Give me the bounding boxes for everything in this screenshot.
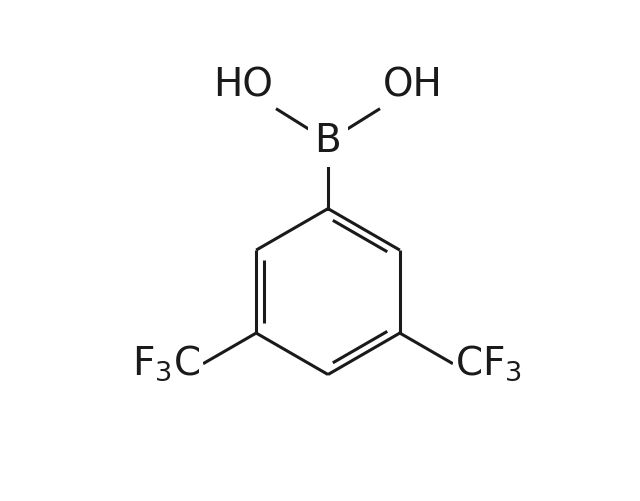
Text: $\mathsf{CF_3}$: $\mathsf{CF_3}$	[456, 343, 522, 383]
Text: B: B	[315, 122, 341, 160]
Text: $\mathsf{F_3C}$: $\mathsf{F_3C}$	[132, 343, 200, 383]
Text: HO: HO	[212, 67, 273, 105]
Text: OH: OH	[383, 67, 444, 105]
